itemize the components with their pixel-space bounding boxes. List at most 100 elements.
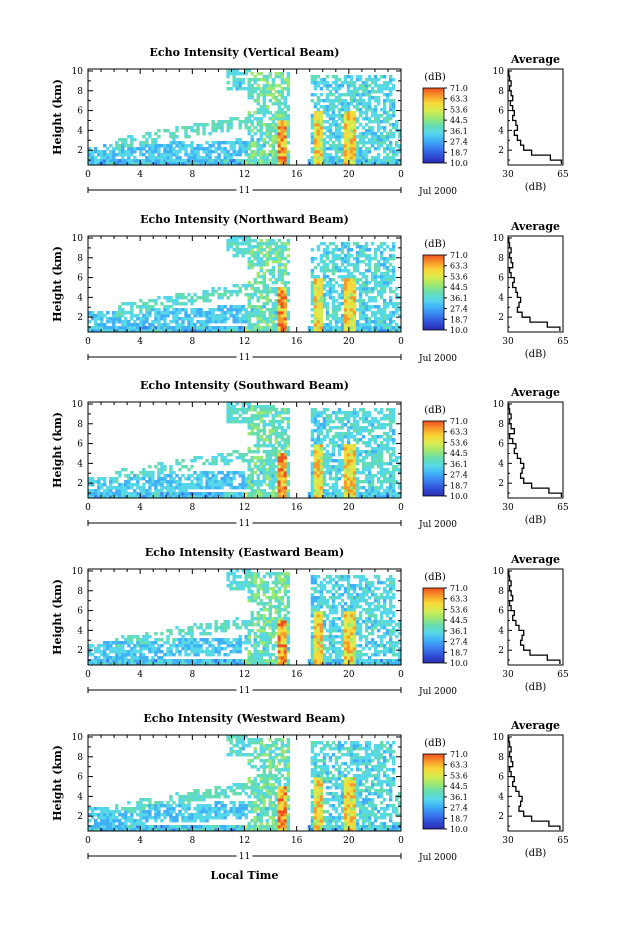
heatmap-cell bbox=[355, 486, 360, 490]
heatmap-cell bbox=[352, 459, 357, 463]
heatmap-cell bbox=[367, 147, 372, 151]
heatmap-cell bbox=[157, 296, 161, 300]
heatmap-cell bbox=[322, 462, 327, 466]
heatmap-cell bbox=[358, 245, 363, 249]
heatmap-cell bbox=[157, 477, 161, 481]
heatmap-cell bbox=[262, 162, 266, 166]
heatmap-cell bbox=[229, 492, 233, 496]
heatmap-cell bbox=[391, 132, 396, 136]
heatmap-cell bbox=[358, 453, 363, 457]
heatmap-cell bbox=[319, 99, 324, 103]
heatmap-cell bbox=[379, 447, 384, 451]
heatmap-cell bbox=[262, 305, 266, 309]
heatmap-cell bbox=[382, 141, 387, 145]
heatmap-cell bbox=[367, 423, 372, 427]
heatmap-cell bbox=[283, 317, 288, 321]
heatmap-cell bbox=[367, 296, 372, 300]
heatmap-cell bbox=[397, 495, 402, 499]
heatmap-cell bbox=[262, 248, 266, 252]
heatmap-cell bbox=[157, 489, 161, 493]
heatmap-cell bbox=[280, 272, 285, 276]
heatmap-cell bbox=[382, 105, 387, 109]
heatmap-cell bbox=[340, 117, 345, 121]
colorbar-tick-label: 27.4 bbox=[450, 138, 468, 147]
heatmap-cell bbox=[205, 653, 209, 657]
heatmap-cell bbox=[274, 474, 279, 478]
heatmap-cell bbox=[391, 159, 396, 163]
heatmap-cell bbox=[232, 305, 236, 309]
heatmap-cell bbox=[241, 162, 245, 166]
heatmap-cell bbox=[232, 411, 236, 415]
heatmap-cell bbox=[280, 426, 285, 430]
heatmap-cell bbox=[244, 87, 248, 91]
heatmap-cell bbox=[310, 117, 315, 121]
heatmap-cell bbox=[376, 489, 381, 493]
heatmap-cell bbox=[313, 150, 318, 154]
heatmap-cell bbox=[325, 453, 330, 457]
heatmap-cell bbox=[268, 423, 272, 427]
heatmap-cell bbox=[163, 659, 167, 663]
heatmap-cell bbox=[370, 144, 375, 148]
heatmap-cell bbox=[343, 102, 348, 106]
heatmap-cell bbox=[370, 299, 375, 303]
heatmap-cell bbox=[310, 78, 315, 82]
heatmap-cell bbox=[154, 465, 158, 469]
heatmap-cell bbox=[322, 483, 327, 487]
heatmap-cell bbox=[166, 329, 170, 333]
heatmap-cell bbox=[157, 474, 161, 478]
heatmap-cell bbox=[286, 272, 291, 276]
heatmap-cell bbox=[118, 326, 122, 330]
heatmap-cell bbox=[349, 483, 354, 487]
heatmap-cell bbox=[364, 111, 369, 115]
heatmap-cell bbox=[316, 296, 321, 300]
heatmap-cell bbox=[373, 453, 378, 457]
heatmap-cell bbox=[160, 311, 164, 315]
heatmap-cell bbox=[340, 126, 345, 130]
heatmap-cell bbox=[259, 129, 263, 133]
heatmap-cell bbox=[379, 114, 384, 118]
heatmap-cell bbox=[277, 162, 282, 166]
heatmap-cell bbox=[193, 459, 197, 463]
heatmap-cell bbox=[262, 114, 266, 118]
heatmap-cell bbox=[346, 141, 351, 145]
heatmap-cell bbox=[373, 417, 378, 421]
heatmap-cell bbox=[346, 111, 351, 115]
heatmap-cell bbox=[256, 138, 260, 142]
heatmap-cell bbox=[268, 129, 272, 133]
heatmap-cell bbox=[277, 453, 282, 457]
heatmap-cell bbox=[205, 296, 209, 300]
heatmap-cell bbox=[313, 123, 318, 127]
heatmap-cell bbox=[235, 284, 239, 288]
heatmap-cell bbox=[331, 486, 336, 490]
heatmap-cell bbox=[370, 453, 375, 457]
heatmap-cell bbox=[331, 260, 336, 264]
heatmap-cell bbox=[244, 314, 248, 318]
heatmap-cell bbox=[343, 242, 348, 246]
heatmap-cell bbox=[322, 423, 327, 427]
heatmap-cell bbox=[316, 305, 321, 309]
heatmap-cell bbox=[328, 281, 333, 285]
heatmap-cell bbox=[376, 245, 381, 249]
heatmap-cell bbox=[226, 411, 230, 415]
heatmap-cell bbox=[178, 632, 182, 636]
heatmap-cell bbox=[205, 156, 209, 160]
heatmap-cell bbox=[112, 659, 116, 663]
heatmap-cell bbox=[322, 138, 327, 142]
heatmap-cell bbox=[124, 480, 128, 484]
heatmap-cell bbox=[190, 644, 194, 648]
heatmap-cell bbox=[328, 126, 333, 130]
heatmap-cell bbox=[151, 299, 155, 303]
heatmap-cell bbox=[376, 284, 381, 288]
heatmap-cell bbox=[151, 156, 155, 160]
heatmap-cell bbox=[238, 317, 242, 321]
heatmap-cell bbox=[121, 138, 125, 142]
heatmap-cell bbox=[331, 453, 336, 457]
heatmap-cell bbox=[334, 150, 339, 154]
heatmap-cell bbox=[250, 248, 254, 252]
heatmap-cell bbox=[277, 144, 282, 148]
heatmap-cell bbox=[337, 150, 342, 154]
colorbar-unit: (dB) bbox=[424, 405, 446, 416]
heatmap-cell bbox=[112, 153, 116, 157]
heatmap-cell bbox=[250, 329, 254, 333]
heatmap-cell bbox=[118, 159, 122, 163]
